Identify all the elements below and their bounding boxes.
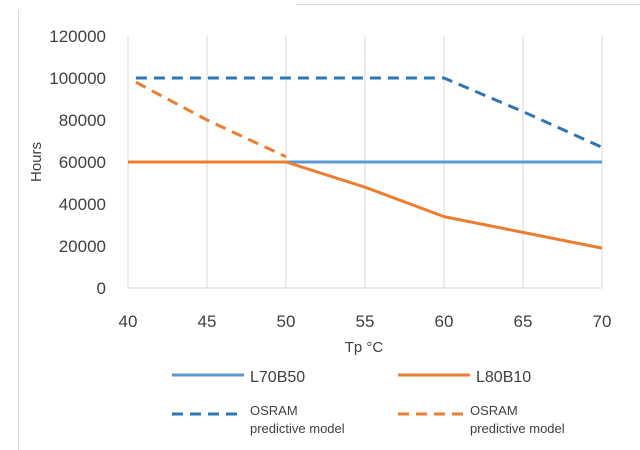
y-tick-label: 120000 xyxy=(49,27,106,46)
x-tick-label: 50 xyxy=(277,312,296,331)
legend-label: OSRAM predictive model xyxy=(470,403,565,436)
y-tick-label: 0 xyxy=(97,279,106,298)
axes: 40 45 50 55 60 65 70 0 20000 40000 60000 80000 10000… xyxy=(49,27,611,331)
y-tick-label: 40000 xyxy=(59,195,106,214)
legend-label: L70B50 xyxy=(250,369,305,386)
x-tick-label: 40 xyxy=(119,312,138,331)
x-tick-label: 55 xyxy=(356,312,375,331)
y-tick-label: 80000 xyxy=(59,111,106,130)
x-tick-label: 60 xyxy=(435,312,454,331)
x-tick-label: 70 xyxy=(593,312,612,331)
y-axis-title: Hours xyxy=(28,142,45,182)
y-tick-label: 100000 xyxy=(49,69,106,88)
x-tick-label: 45 xyxy=(198,312,217,331)
x-axis-title: Tp °C xyxy=(345,339,384,356)
series-line-osram-model-blue xyxy=(136,78,602,147)
legend-label: OSRAM predictive model xyxy=(250,403,345,436)
legend-label: L80B10 xyxy=(476,369,531,386)
y-tick-label: 60000 xyxy=(59,153,106,172)
y-tick-label: 20000 xyxy=(59,237,106,256)
legend: L70B50 L80B10 OSRAM predictive model OSRAM pr… xyxy=(172,369,565,436)
series-line-osram-model-orange xyxy=(136,82,286,157)
x-tick-label: 65 xyxy=(514,312,533,331)
